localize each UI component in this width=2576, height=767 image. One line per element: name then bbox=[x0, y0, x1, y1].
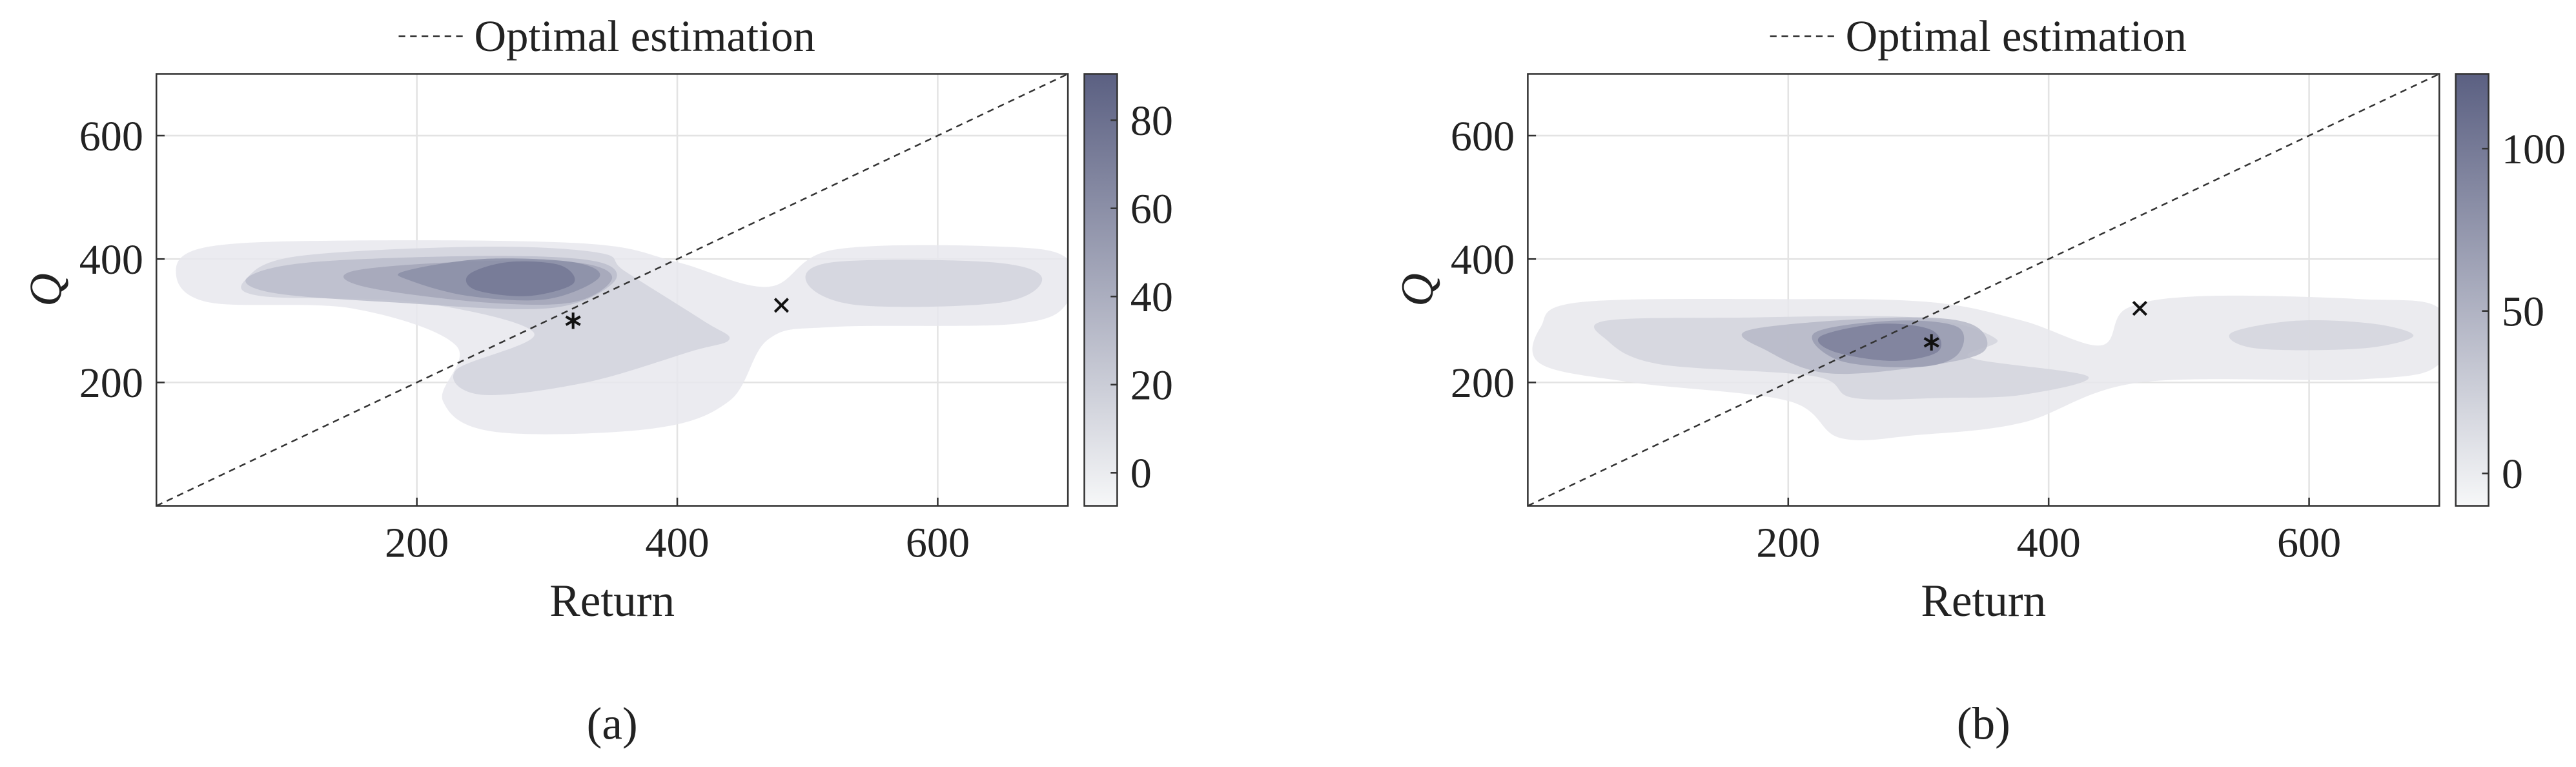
x-tick-label: 600 bbox=[2277, 519, 2341, 566]
marker bbox=[1923, 334, 1939, 351]
axes-frame bbox=[155, 73, 1069, 507]
colorbar-tick-label: 100 bbox=[2502, 126, 2566, 173]
y-tick-label: 600 bbox=[1451, 113, 1515, 160]
colorbar-tick-label: 0 bbox=[1130, 450, 1152, 497]
legend-label: Optimal estimation bbox=[474, 12, 815, 61]
y-tick-label: 200 bbox=[1451, 360, 1515, 407]
caption: (b) bbox=[1957, 699, 2010, 750]
colorbar bbox=[2455, 73, 2489, 507]
contour-region bbox=[1817, 323, 1941, 361]
y-tick-label: 400 bbox=[1451, 236, 1515, 283]
reference-line bbox=[1527, 73, 2440, 507]
y-tick-label: 400 bbox=[79, 236, 143, 283]
colorbar-tick-label: 80 bbox=[1130, 97, 1173, 145]
marker bbox=[773, 298, 790, 313]
caption: (a) bbox=[587, 699, 638, 750]
colorbar-tick-label: 60 bbox=[1130, 186, 1173, 233]
y-axis-label: Q bbox=[1393, 273, 1443, 306]
colorbar bbox=[1083, 73, 1118, 507]
y-tick-label: 200 bbox=[79, 360, 143, 407]
x-tick-label: 200 bbox=[385, 519, 449, 566]
contour-region bbox=[2229, 320, 2414, 351]
colorbar-tick-label: 50 bbox=[2502, 289, 2544, 336]
colorbar-tick-label: 40 bbox=[1130, 274, 1173, 321]
contour-region bbox=[805, 260, 1043, 307]
legend-label: Optimal estimation bbox=[1846, 12, 2187, 61]
y-tick-label: 600 bbox=[79, 113, 143, 160]
reference-line bbox=[156, 73, 1068, 507]
marker bbox=[565, 312, 581, 329]
axes-frame bbox=[1527, 73, 2440, 507]
contour-region bbox=[465, 261, 575, 296]
x-axis-label: Return bbox=[1921, 576, 2046, 626]
colorbar-tick-label: 0 bbox=[2502, 451, 2523, 498]
x-tick-label: 600 bbox=[906, 519, 970, 566]
x-tick-label: 200 bbox=[1756, 519, 1820, 566]
x-tick-label: 400 bbox=[645, 519, 709, 566]
x-tick-label: 400 bbox=[2017, 519, 2081, 566]
x-axis-label: Return bbox=[549, 576, 675, 626]
marker bbox=[2132, 301, 2147, 316]
colorbar-tick-label: 20 bbox=[1130, 362, 1173, 409]
y-axis-label: Q bbox=[21, 273, 72, 306]
